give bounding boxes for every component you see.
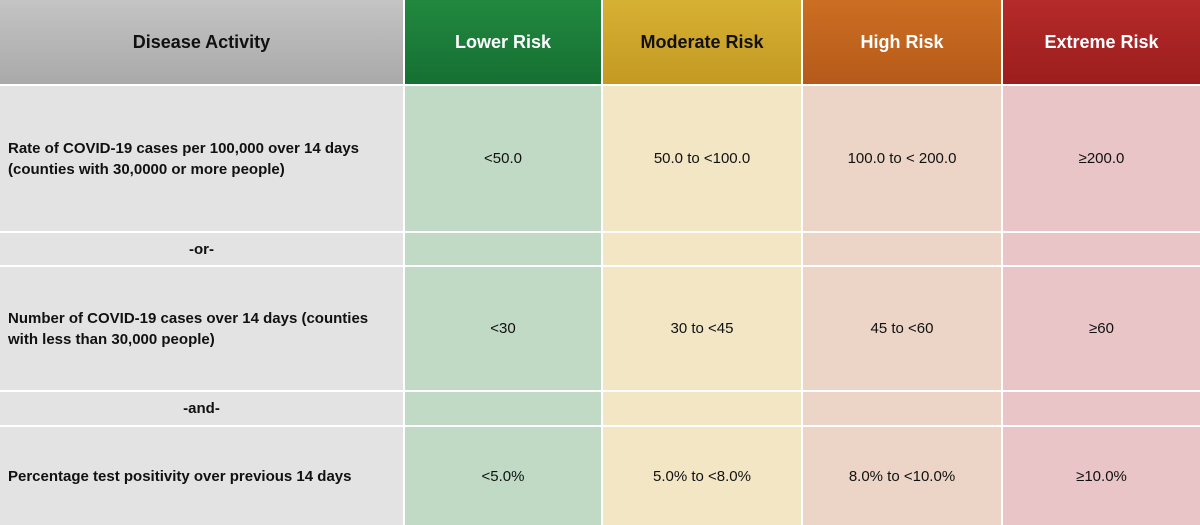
row-label: Rate of COVID-19 cases per 100,000 over …	[0, 86, 403, 231]
separator-cell	[803, 392, 1001, 425]
risk-threshold: 8.0% to <10.0%	[803, 427, 1001, 525]
separator-cell	[1003, 233, 1200, 265]
risk-threshold: 100.0 to < 200.0	[803, 86, 1001, 231]
risk-threshold: 45 to <60	[803, 267, 1001, 390]
risk-threshold: ≥200.0	[1003, 86, 1200, 231]
header-cell: Lower Risk	[405, 0, 601, 84]
separator-cell	[405, 392, 601, 425]
risk-threshold: ≥60	[1003, 267, 1200, 390]
header-cell: Extreme Risk	[1003, 0, 1200, 84]
risk-threshold: <30	[405, 267, 601, 390]
risk-threshold: 5.0% to <8.0%	[603, 427, 801, 525]
separator-cell	[1003, 392, 1200, 425]
header-cell: Disease Activity	[0, 0, 403, 84]
risk-threshold: ≥10.0%	[1003, 427, 1200, 525]
row-label: Number of COVID-19 cases over 14 days (c…	[0, 267, 403, 390]
separator-cell	[603, 233, 801, 265]
separator-label: -or-	[0, 233, 403, 265]
separator-label: -and-	[0, 392, 403, 425]
separator-cell	[803, 233, 1001, 265]
risk-threshold: 50.0 to <100.0	[603, 86, 801, 231]
risk-threshold: <5.0%	[405, 427, 601, 525]
row-label: Percentage test positivity over previous…	[0, 427, 403, 525]
separator-cell	[603, 392, 801, 425]
header-cell: High Risk	[803, 0, 1001, 84]
risk-threshold: <50.0	[405, 86, 601, 231]
header-cell: Moderate Risk	[603, 0, 801, 84]
separator-cell	[405, 233, 601, 265]
risk-threshold: 30 to <45	[603, 267, 801, 390]
